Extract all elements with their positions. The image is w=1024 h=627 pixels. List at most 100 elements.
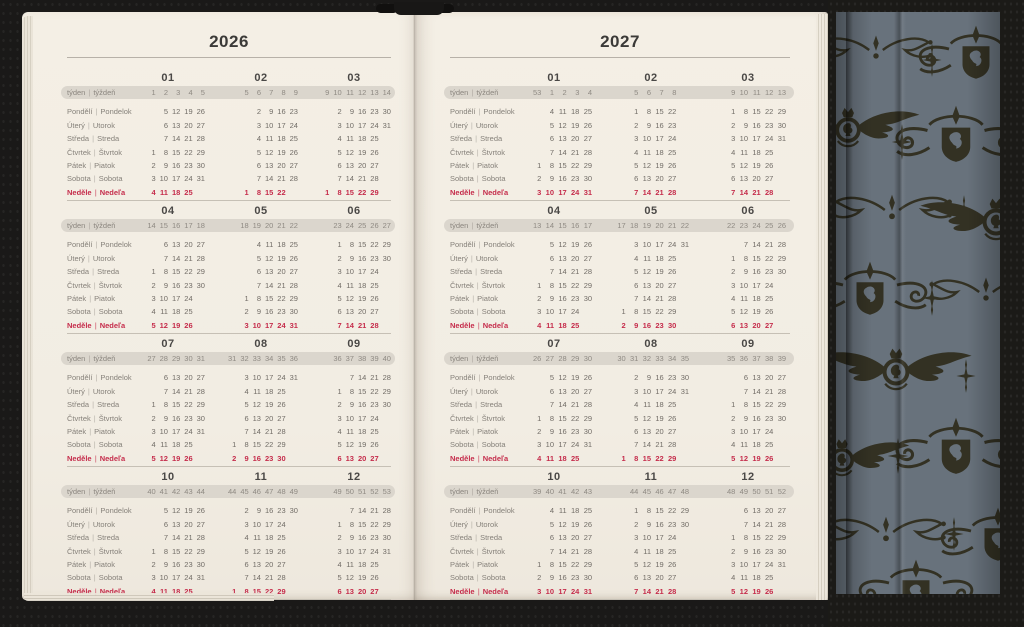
date-row: 2 9 16 23 30 [317,398,391,411]
date-cell: 9 [743,413,749,423]
date-cell: 15 [171,546,181,556]
week-number-cell: 8 [281,88,286,97]
date-cell [723,518,736,531]
calendar-grid: týden | týždeň Pondělí | Pondelok Úterý | Utorok… [450,219,790,332]
label-sk: Štvrtok [98,413,123,423]
date-cell: 9 [163,160,168,170]
date-cell: 9 [743,120,749,130]
date-cell: 5 [244,546,249,556]
date-row: 5 12 19 26 [710,585,786,598]
day-label: Pátek | Piatok [67,159,131,172]
week-number-cell: 44 [196,487,205,496]
date-cell: 7 [349,373,354,383]
label-separator: | [87,120,90,130]
date-cell: 28 [370,320,379,330]
date-cell: 6 [337,160,342,170]
week-number-cell: 40 [147,487,156,496]
week-number-cell: 32 [642,354,652,363]
date-cell: 26 [370,293,379,303]
date-row: 6 13 20 27 [613,172,689,185]
date-cell: 22 [765,253,774,263]
date-cell [131,265,143,278]
date-cell: 24 [765,280,774,290]
date-cell [676,119,689,132]
day-label: Pondělí | Pondelok [67,504,132,517]
date-cell [224,545,236,558]
label-sk: Sobota [98,440,123,450]
date-cell: 8 [337,187,342,197]
date-cell: 19 [184,107,193,117]
date-cell [131,186,143,199]
date-cell [379,305,391,318]
week-number-row: 31 32 33 34 35 36 [224,352,298,365]
date-cell: 24 [370,546,379,556]
date-cell: 25 [668,147,677,157]
date-cell [224,105,236,118]
date-row: 2 9 16 23 30 [131,558,205,571]
date-cell [516,371,529,384]
date-cell: 25 [184,187,193,197]
date-cell: 27 [277,413,286,423]
date-cell [286,545,298,558]
date-cell: 22 [668,506,677,516]
month-column: 39 40 41 42 43 4 11 18 25 5 12 19 26 6 13 20 27 7 14 21 28 1 8… [516,485,592,598]
date-cell: 11 [546,320,555,330]
label-separator: | [477,586,480,596]
date-cell: 25 [583,107,593,117]
date-cell: 27 [668,280,677,290]
date-cell: 2 [537,426,542,436]
date-cell: 27 [765,174,774,184]
label-separator: | [477,187,480,197]
label-sk: Štvrtok [481,413,506,423]
date-cell [317,265,329,278]
date-cell [131,292,143,305]
date-row: 2 9 16 23 [224,105,298,118]
date-cell: 20 [752,174,761,184]
week-label: týden | týždeň [67,86,131,99]
date-row: 4 11 18 25 [131,438,205,451]
date-cell [710,172,723,185]
date-cell: 16 [642,320,652,330]
date-cell [516,292,529,305]
date-cell [723,504,736,517]
week-number-cell [224,219,236,232]
label-separator: | [89,559,92,569]
date-cell: 5 [337,293,342,303]
date-row: 2 9 16 23 30 [317,105,391,118]
date-cell: 15 [171,147,181,157]
date-cell [317,132,329,145]
date-cell: 14 [171,253,181,263]
date-cell: 5 [731,160,736,170]
date-row: 7 14 21 28 [317,319,391,332]
week-number-cell: 33 [252,354,261,363]
date-row: 4 11 18 25 [710,438,786,451]
day-label: Pátek | Piatok [67,425,131,438]
date-row: 4 11 18 25 [317,132,391,145]
date-cell [676,558,689,571]
date-cell [773,319,786,332]
date-cell: 12 [739,160,749,170]
date-cell: 21 [765,386,774,396]
date-cell: 27 [196,240,205,250]
date-cell: 28 [668,440,677,450]
date-cell [516,132,529,145]
date-cell: 17 [171,174,181,184]
date-row: 5 12 19 26 [613,412,689,425]
week-number-cell: 3 [575,88,580,97]
date-cell: 29 [382,519,391,529]
week-number-band [61,219,395,232]
date-cell [710,292,723,305]
week-number-cell: 40 [545,487,555,496]
date-cell [317,571,329,584]
year-title: 2027 [600,32,640,51]
week-number-band [61,485,395,498]
date-cell: 10 [345,546,354,556]
day-label: Úterý | Utorok [67,119,131,132]
quarter-section: 01 02 03 týden | týždeň Pondělí | Pondelok Úterý |… [61,68,395,201]
label-cz: Sobota [67,440,91,450]
date-cell: 13 [171,240,181,250]
date-cell: 15 [752,400,761,410]
date-cell [286,425,298,438]
date-row: 2 9 16 23 30 [224,452,298,465]
date-row: 4 11 18 25 [710,146,786,159]
